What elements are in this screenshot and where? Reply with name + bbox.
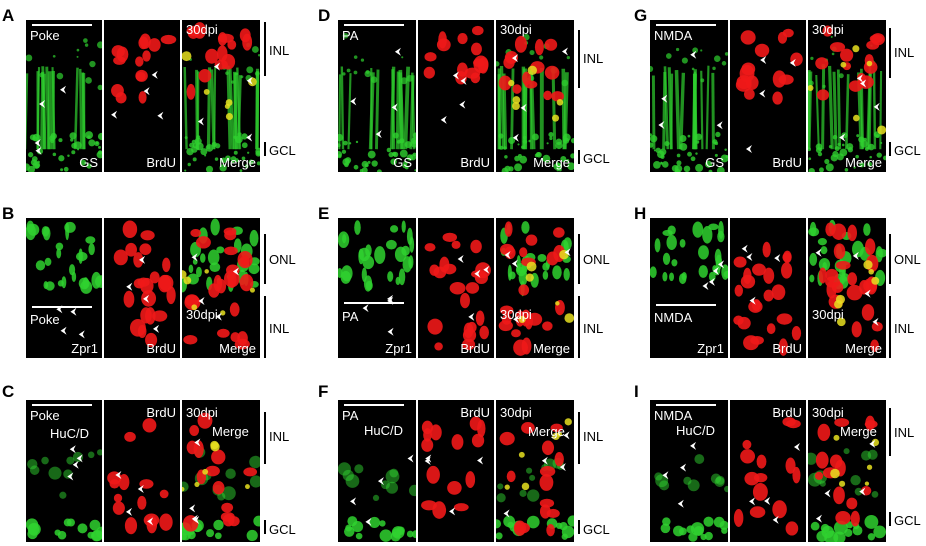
panel-label-a: A	[2, 6, 15, 25]
panel-c-brdu-label: BrdU	[146, 405, 176, 420]
panel-f-dpi-label: 30dpi	[500, 405, 532, 420]
panel-d-condition-label: PA	[342, 28, 359, 43]
panel-i-brdu-label: BrdU	[772, 405, 802, 420]
panel-f-brdu-image: BrdU	[418, 400, 494, 542]
panel-b-onl-label: ONL	[269, 252, 296, 267]
panel-g-brdu-image: BrdU	[730, 20, 806, 172]
panel-b-zpr1-label: Zpr1	[71, 341, 98, 356]
panel-c-merge-image: 30dpi Merge	[182, 400, 260, 542]
panel-label-h: H	[634, 204, 647, 223]
panel-h-brdu-label: BrdU	[772, 341, 802, 356]
panel-a-merge-image: 30dpi Merge	[182, 20, 260, 172]
panel-a-merge-label: Merge	[219, 155, 256, 170]
panel-a-brdu-label: BrdU	[146, 155, 176, 170]
panel-i-brdu-image: BrdU	[730, 400, 806, 542]
panel-e-brdu-label: BrdU	[460, 341, 490, 356]
panel-f-merge-label: Merge	[528, 424, 565, 439]
panel-i-hucd-image: NMDA HuC/D	[650, 400, 728, 542]
panel-d-brdu-image: BrdU	[418, 20, 494, 172]
panel-c-merge-label: Merge	[212, 424, 249, 439]
panel-h-merge-image: 30dpi Merge	[808, 218, 886, 358]
panel-b-dpi-label: 30dpi	[186, 307, 218, 322]
panel-a-gs-image: Poke GS	[26, 20, 102, 172]
panel-c-hucd-label: HuC/D	[50, 426, 90, 441]
panel-h-zpr1-label: Zpr1	[697, 341, 724, 356]
panel-e-zpr1-image: PA Zpr1	[338, 218, 416, 358]
panel-a-dpi-label: 30dpi	[186, 22, 218, 37]
panel-e-brdu-image: BrdU	[418, 218, 494, 358]
panel-e-condition-label: PA	[342, 309, 359, 324]
panel-c-condition-label: Poke	[30, 408, 60, 423]
panel-e-onl-label: ONL	[583, 252, 610, 267]
panel-label-d: D	[318, 6, 331, 25]
panel-label-g: G	[634, 6, 648, 25]
panel-i-dpi-label: 30dpi	[812, 405, 844, 420]
panel-d-inl-label: INL	[583, 51, 604, 66]
panel-g-gcl-label: GCL	[894, 143, 921, 158]
panel-g-gs-image: NMDA GS	[650, 20, 728, 172]
panel-b-brdu-image: BrdU	[104, 218, 180, 358]
panel-g-brdu-label: BrdU	[772, 155, 802, 170]
panel-d-merge-label: Merge	[533, 155, 570, 170]
panel-label-c: C	[2, 382, 15, 401]
panel-b-condition-label: Poke	[30, 312, 60, 327]
panel-e-zpr1-label: Zpr1	[385, 341, 412, 356]
panel-b-merge-label: Merge	[219, 341, 256, 356]
panel-label-b: B	[2, 204, 15, 223]
panel-i-condition-label: NMDA	[654, 408, 693, 423]
panel-i-hucd-label: HuC/D	[676, 423, 716, 438]
panel-f-merge-image: 30dpi Merge	[496, 400, 574, 542]
panel-label-f: F	[318, 382, 329, 401]
panel-label-i: I	[634, 382, 639, 401]
panel-a-condition-label: Poke	[30, 28, 60, 43]
panel-d-merge-image: 30dpi Merge	[496, 20, 574, 172]
panel-f-brdu-label: BrdU	[460, 405, 490, 420]
panel-c-brdu-image: BrdU	[104, 400, 180, 542]
panel-i-merge-image: 30dpi Merge	[808, 400, 886, 542]
panel-f-hucd-image: PA HuC/D	[338, 400, 416, 542]
panel-c-hucd-image: Poke HuC/D	[26, 400, 102, 542]
panel-e-merge-label: Merge	[533, 341, 570, 356]
panel-f-hucd-label: HuC/D	[364, 423, 404, 438]
panel-f-gcl-label: GCL	[583, 522, 610, 537]
panel-b-zpr1-image: Poke Zpr1	[26, 218, 102, 358]
panel-a-gcl-label: GCL	[269, 143, 296, 158]
panel-b-inl-label: INL	[269, 321, 290, 336]
panel-g-merge-label: Merge	[845, 155, 882, 170]
panel-h-merge-label: Merge	[845, 341, 882, 356]
panel-d-gs-image: PA GS	[338, 20, 416, 172]
panel-f-condition-label: PA	[342, 408, 359, 423]
panel-a-inl-label: INL	[269, 43, 290, 58]
panel-i-inl-label: INL	[894, 425, 915, 440]
panel-d-dpi-label: 30dpi	[500, 22, 532, 37]
panel-f-inl-label: INL	[583, 429, 604, 444]
panel-d-brdu-label: BrdU	[460, 155, 490, 170]
panel-b-merge-image: 30dpi Merge	[182, 218, 260, 358]
panel-b-brdu-label: BrdU	[146, 341, 176, 356]
panel-g-merge-image: 30dpi Merge	[808, 20, 886, 172]
panel-e-merge-image: 30dpi Merge	[496, 218, 574, 358]
panel-label-e: E	[318, 204, 330, 223]
panel-h-dpi-label: 30dpi	[812, 307, 844, 322]
panel-c-gcl-label: GCL	[269, 522, 296, 537]
panel-h-onl-label: ONL	[894, 252, 921, 267]
panel-h-zpr1-image: NMDA Zpr1	[650, 218, 728, 358]
panel-d-gcl-label: GCL	[583, 151, 610, 166]
panel-a-gs-label: GS	[79, 155, 98, 170]
panel-a-brdu-image: BrdU	[104, 20, 180, 172]
panel-h-inl-label: INL	[894, 321, 915, 336]
panel-d-gs-label: GS	[393, 155, 412, 170]
panel-i-gcl-label: GCL	[894, 513, 921, 528]
panel-g-inl-label: INL	[894, 45, 915, 60]
panel-c-inl-label: INL	[269, 429, 290, 444]
panel-e-inl-label: INL	[583, 321, 604, 336]
panel-h-brdu-image: BrdU	[730, 218, 806, 358]
panel-i-merge-label: Merge	[840, 424, 877, 439]
panel-g-gs-label: GS	[705, 155, 724, 170]
panel-g-dpi-label: 30dpi	[812, 22, 844, 37]
panel-g-condition-label: NMDA	[654, 28, 693, 43]
panel-h-condition-label: NMDA	[654, 310, 693, 325]
panel-e-dpi-label: 30dpi	[500, 307, 532, 322]
panel-c-dpi-label: 30dpi	[186, 405, 218, 420]
